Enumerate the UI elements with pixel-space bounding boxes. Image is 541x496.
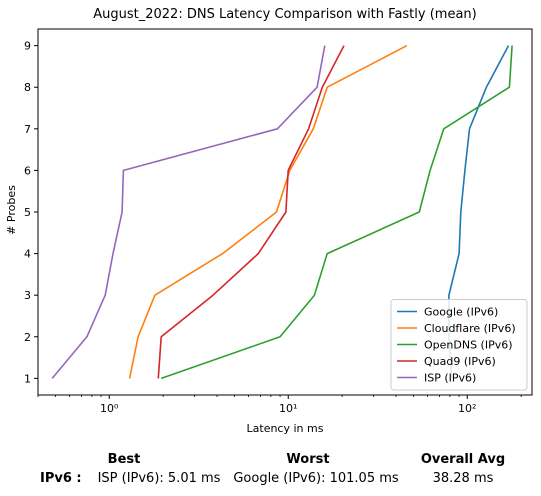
legend-label: ISP (IPv6) (424, 372, 476, 385)
y-tick-label: 1 (24, 372, 31, 385)
y-axis-label: # Probes (5, 185, 18, 235)
y-tick-label: 8 (24, 81, 31, 94)
y-tick-label: 7 (24, 123, 31, 136)
legend: Google (IPv6) Cloudflare (IPv6) OpenDNS (I… (390, 299, 528, 391)
x-tick-label: 10² (458, 402, 476, 415)
series-line-quad9-ipv6 (157, 45, 345, 379)
overall-avg-value: 38.28 ms (432, 471, 494, 486)
latency-chart: August_2022: DNS Latency Comparison with… (5, 7, 533, 435)
y-tick-label: 3 (24, 289, 31, 302)
y-tick-label: 9 (24, 40, 31, 53)
x-tick-label: 10⁰ (100, 402, 119, 415)
y-tick-label: 5 (24, 206, 31, 219)
x-axis-label: Latency in ms (247, 422, 324, 435)
series-line-cloudflare-ipv6 (128, 44, 408, 379)
legend-label: Quad9 (IPv6) (424, 355, 496, 368)
series-line-isp-ipv6 (51, 45, 326, 379)
plot-frame (37, 28, 533, 396)
axis-ticks: 1 2 3 4 5 6 7 8 9 10⁰ 10¹ 10² (24, 40, 522, 415)
series-lines (51, 44, 513, 380)
legend-label: Google (IPv6) (424, 306, 498, 319)
y-tick-label: 2 (24, 331, 31, 344)
y-tick-label: 6 (24, 164, 31, 177)
worst-value: Google (IPv6): 101.05 ms (233, 471, 399, 486)
legend-label: OpenDNS (IPv6) (424, 339, 513, 352)
y-tick-label: 4 (24, 248, 31, 261)
summary-table: Best Worst Overall Avg IPv6 : ISP (IPv6)… (0, 448, 541, 496)
series-line-opendns-ipv6 (160, 45, 513, 380)
chart-title: August_2022: DNS Latency Comparison with… (93, 7, 476, 22)
best-value: ISP (IPv6): 5.01 ms (97, 471, 221, 486)
ipv6-row-label: IPv6 : (40, 471, 82, 486)
legend-label: Cloudflare (IPv6) (424, 322, 516, 335)
overall-avg-header: Overall Avg (420, 452, 506, 467)
x-tick-label: 10¹ (279, 402, 297, 415)
legend-box (390, 299, 528, 391)
worst-header: Worst (286, 452, 330, 467)
best-header: Best (107, 452, 141, 467)
